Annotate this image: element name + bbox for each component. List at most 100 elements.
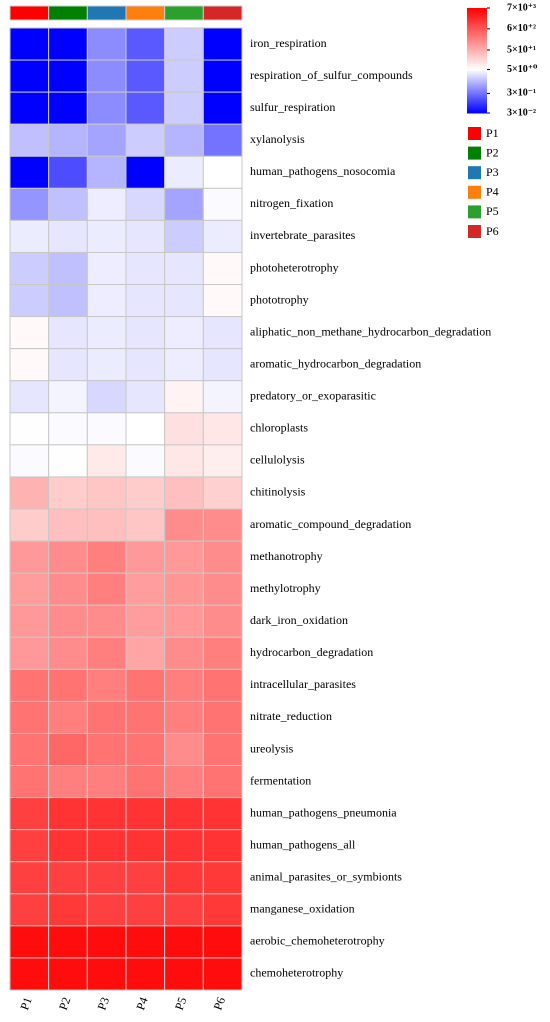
colorbar-segment xyxy=(467,22,487,25)
heatmap-cell xyxy=(48,476,88,510)
heatmap-cell xyxy=(9,59,50,93)
heatmap-cell xyxy=(86,59,127,93)
heatmap-cell xyxy=(164,59,204,93)
colorbar-segment xyxy=(467,78,487,81)
heatmap-cell xyxy=(164,123,204,157)
row-label: chemoheterotrophy xyxy=(250,966,343,980)
x-tick-label: P5 xyxy=(172,995,189,1012)
heatmap-cell xyxy=(202,155,243,189)
heatmap-cell xyxy=(164,412,204,446)
heatmap-cell xyxy=(9,572,50,606)
heatmap-cell xyxy=(164,251,204,286)
colorbar-segment xyxy=(467,83,487,86)
heatmap-cell xyxy=(202,412,243,446)
row-label: photoheterotrophy xyxy=(250,260,339,274)
heatmap-cell xyxy=(125,508,166,542)
row-label: nitrogen_fixation xyxy=(250,196,333,210)
heatmap-cell xyxy=(9,668,50,702)
heatmap-cell xyxy=(164,829,204,863)
heatmap-cell xyxy=(48,604,88,638)
heatmap-cell xyxy=(125,219,166,253)
heatmap-cell xyxy=(125,668,166,702)
heatmap-cell xyxy=(202,27,243,61)
heatmap-cell xyxy=(48,925,88,959)
colorbar-segment xyxy=(467,30,487,33)
heatmap-cell xyxy=(9,348,50,382)
row-label: respiration_of_sulfur_compounds xyxy=(250,68,413,82)
heatmap-cell xyxy=(202,316,243,350)
column-annotation xyxy=(86,5,127,21)
legend-swatch xyxy=(468,185,481,199)
heatmap-cell xyxy=(125,604,166,638)
heatmap-cell xyxy=(86,797,127,831)
heatmap-cell xyxy=(9,251,50,286)
heatmap-cell xyxy=(202,91,243,125)
heatmap-cell xyxy=(48,59,88,93)
heatmap-cell xyxy=(48,797,88,831)
heatmap-cell xyxy=(48,508,88,542)
heatmap-cell xyxy=(125,957,166,991)
colorbar-segment xyxy=(467,41,487,44)
heatmap-cell xyxy=(202,540,243,574)
colorbar-segment xyxy=(467,97,487,100)
heatmap-cell xyxy=(9,219,50,253)
legend-label: P1 xyxy=(486,126,499,140)
heatmap-cell xyxy=(48,572,88,606)
legend-label: P3 xyxy=(486,165,499,179)
heatmap-cell xyxy=(9,700,50,734)
heatmap-cell xyxy=(9,925,50,959)
legend-swatch xyxy=(468,127,481,140)
heatmap-cell xyxy=(125,27,166,61)
colorbar-segment xyxy=(467,104,487,107)
heatmap-cell xyxy=(48,348,88,382)
colorbar-segment xyxy=(467,9,487,12)
heatmap-cell xyxy=(164,316,204,350)
column-annotation xyxy=(48,5,88,21)
heatmap-cell xyxy=(9,893,50,927)
colorbar-segment xyxy=(467,29,487,32)
heatmap-cell xyxy=(164,348,204,382)
heatmap-cell xyxy=(86,508,127,542)
heatmap-cell xyxy=(202,925,243,959)
heatmap-cell xyxy=(48,123,88,157)
heatmap-cell xyxy=(9,123,50,157)
heatmap-cell xyxy=(86,572,127,606)
colorbar-segment xyxy=(467,39,487,42)
heatmap-cell xyxy=(202,444,243,478)
heatmap-cell xyxy=(202,284,243,318)
heatmap-cell xyxy=(86,219,127,253)
heatmap-cell xyxy=(125,284,166,318)
heatmap-cell xyxy=(86,476,127,510)
heatmap-cell xyxy=(202,348,243,382)
row-label: aromatic_hydrocarbon_degradation xyxy=(250,356,421,370)
row-label: ureolysis xyxy=(250,741,294,755)
row-label: human_pathogens_all xyxy=(250,837,356,851)
heatmap-cell xyxy=(48,412,88,446)
heatmap-cell xyxy=(164,91,204,125)
heatmap-cell xyxy=(125,540,166,574)
heatmap-cell xyxy=(48,893,88,927)
heatmap-cell xyxy=(125,732,166,767)
colorbar-segment xyxy=(467,27,487,30)
heatmap-cell xyxy=(86,765,127,799)
row-label: hydrocarbon_degradation xyxy=(250,645,373,659)
heatmap-cell xyxy=(202,797,243,831)
heatmap-cell xyxy=(86,540,127,574)
heatmap-cell xyxy=(48,187,88,221)
colorbar-segment xyxy=(467,86,487,89)
heatmap-cell xyxy=(125,476,166,510)
heatmap-cell xyxy=(125,700,166,734)
colorbar-segment xyxy=(467,71,487,74)
heatmap-cell xyxy=(86,348,127,382)
colorbar-segment xyxy=(467,36,487,39)
row-label: manganese_oxidation xyxy=(250,902,355,916)
x-tick-label: P6 xyxy=(211,995,228,1012)
colorbar-segment xyxy=(467,50,487,53)
row-label: cellulolysis xyxy=(250,453,305,467)
row-label: dark_iron_oxidation xyxy=(250,613,348,627)
colorbar-segment xyxy=(467,43,487,46)
colorbar-segment xyxy=(467,15,487,18)
legend-label: P5 xyxy=(486,204,499,218)
colorbar-segment xyxy=(467,53,487,56)
heatmap-cell xyxy=(86,27,127,61)
